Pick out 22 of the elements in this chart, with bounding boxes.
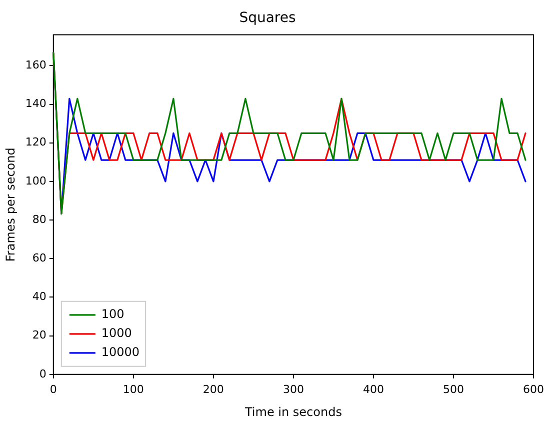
- x-tick-label: 600: [523, 382, 544, 396]
- x-axis-title: Time in seconds: [244, 404, 342, 419]
- x-tick-label: 400: [362, 382, 384, 396]
- chart-title: Squares: [239, 10, 296, 26]
- y-axis-title: Frames per second: [3, 148, 18, 262]
- y-tick-label: 80: [32, 212, 46, 226]
- x-tick-label: 100: [122, 382, 144, 396]
- y-tick-label: 100: [25, 174, 46, 188]
- legend-label: 1000: [101, 326, 132, 340]
- x-tick-label: 0: [50, 382, 57, 396]
- y-tick-label: 160: [25, 58, 46, 72]
- x-tick-label: 500: [442, 382, 464, 396]
- y-tick-label: 60: [32, 251, 46, 264]
- y-tick-label: 20: [32, 328, 46, 342]
- x-tick-label: 200: [202, 382, 224, 396]
- legend-label: 100: [101, 307, 124, 322]
- y-tick-label: 0: [39, 367, 46, 380]
- x-tick-label: 300: [282, 382, 304, 396]
- y-tick-label: 120: [25, 136, 46, 149]
- legend-label: 10000: [101, 345, 140, 360]
- y-tick-label: 140: [25, 97, 46, 110]
- y-tick-label: 40: [32, 290, 46, 304]
